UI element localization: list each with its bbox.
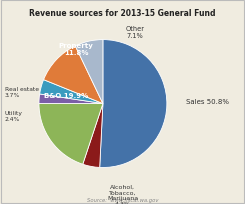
Text: Source:  www.fiscal.wa.gov: Source: www.fiscal.wa.gov [87,197,158,202]
Text: Utility
2.4%: Utility 2.4% [5,111,23,122]
Text: Other
7.1%: Other 7.1% [125,26,144,39]
Text: Property
11.8%: Property 11.8% [59,42,93,55]
Text: Revenue sources for 2013-15 General Fund: Revenue sources for 2013-15 General Fund [29,9,216,18]
Wedge shape [75,40,103,104]
Text: Alcohol,
Tobacco,
Marijuana
4.3%: Alcohol, Tobacco, Marijuana 4.3% [107,184,138,204]
Wedge shape [44,47,103,104]
Wedge shape [83,104,103,168]
Wedge shape [40,80,103,104]
Wedge shape [39,94,103,104]
Text: B&O 19.9%: B&O 19.9% [44,93,88,99]
Wedge shape [39,104,103,164]
Wedge shape [100,40,167,168]
Text: Real estate
3.7%: Real estate 3.7% [5,86,39,97]
Text: Sales 50.8%: Sales 50.8% [186,99,229,105]
